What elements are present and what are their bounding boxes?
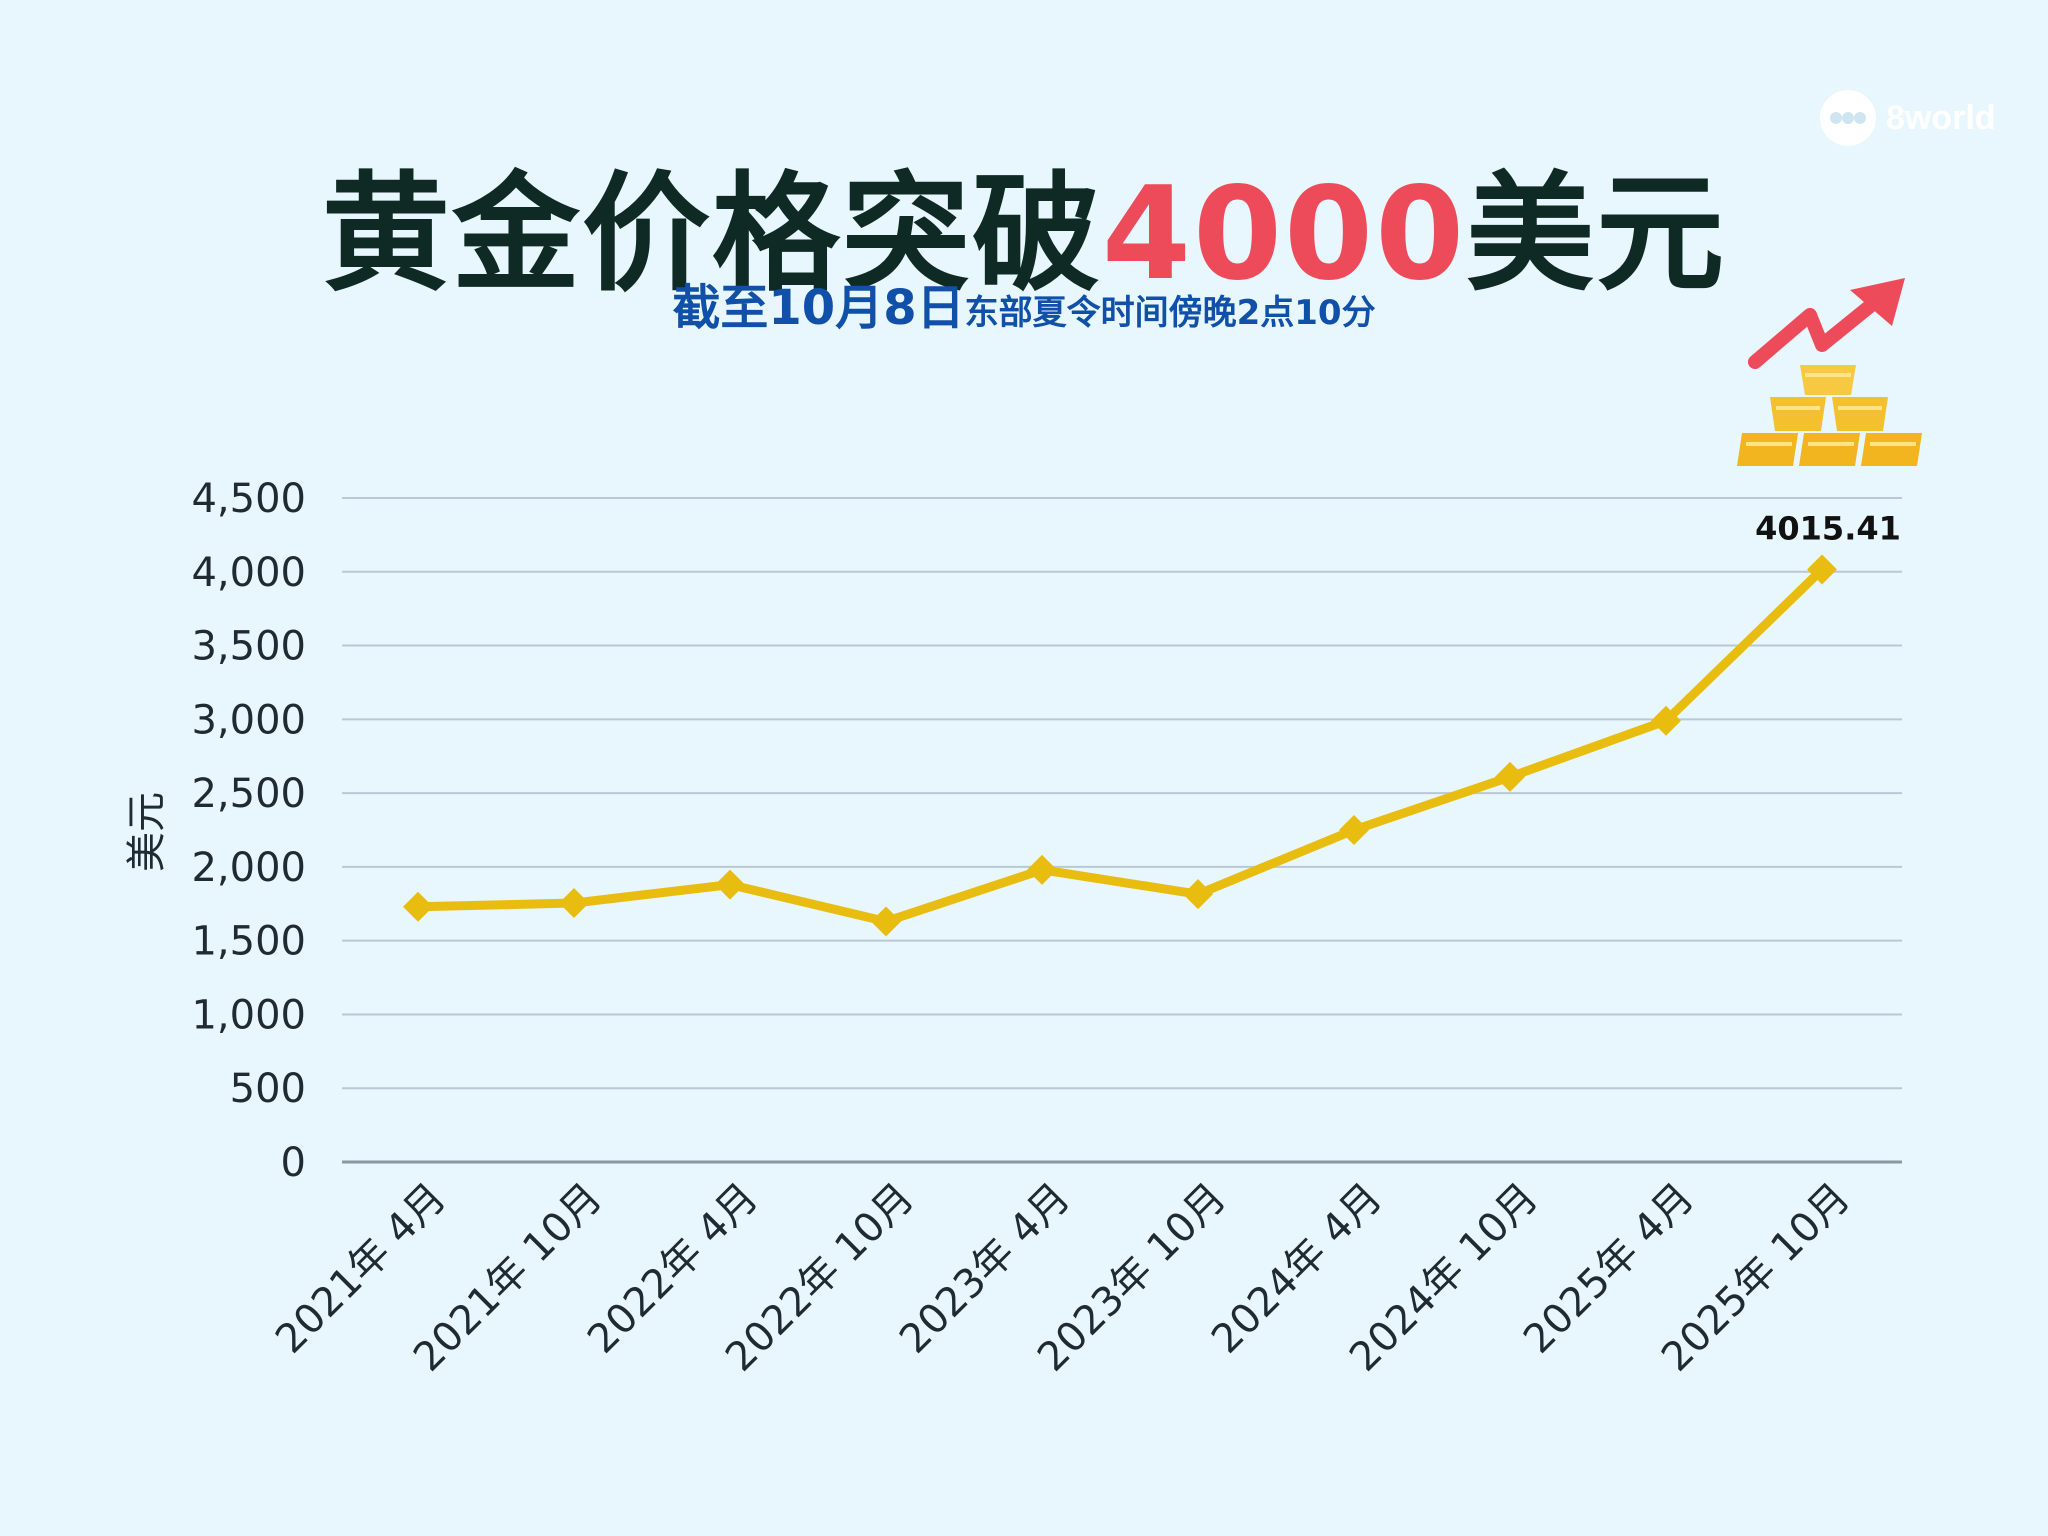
y-tick-label: 500 xyxy=(230,1066,306,1112)
data-point xyxy=(1183,879,1213,910)
series-gold-price xyxy=(403,554,1837,937)
8world-logo-icon xyxy=(1820,90,1876,146)
title-highlight: 4000 xyxy=(1101,160,1467,309)
data-point xyxy=(1807,554,1837,585)
y-tick-label: 3,500 xyxy=(191,624,306,670)
subtitle-date: 截至10月8日 xyxy=(672,280,965,336)
data-point xyxy=(715,869,745,900)
data-point xyxy=(1027,854,1057,885)
data-point xyxy=(871,906,901,937)
y-tick-label: 3,000 xyxy=(191,697,306,743)
y-axis-ticks: 0 500 1,000 1,500 2,000 2,500 3,000 3,500 4,000 4… xyxy=(191,476,306,1186)
data-point xyxy=(1339,815,1369,845)
brand-logo: 8world xyxy=(1820,90,1996,146)
title-prefix: 黄金价格突破 xyxy=(321,160,1102,309)
y-tick-label: 1,500 xyxy=(191,919,306,965)
chart-gridlines xyxy=(342,497,1902,1164)
page-title: 黄金价格突破4000美元 xyxy=(0,130,2048,315)
title-suffix: 美元 xyxy=(1466,160,1727,309)
y-tick-label: 1,000 xyxy=(191,992,306,1038)
gold-bars-icon xyxy=(1737,365,1922,466)
page-subtitle: 截至10月8日东部夏令时间傍晚2点10分 xyxy=(0,268,2048,338)
y-tick-label: 0 xyxy=(281,1140,306,1186)
y-axis-label: 美元 xyxy=(124,792,170,872)
y-tick-label: 4,500 xyxy=(191,476,306,522)
y-tick-label: 4,000 xyxy=(191,550,306,596)
data-label: 4015.41 xyxy=(1755,510,1901,548)
data-point xyxy=(559,888,589,919)
brand-logo-text: 8world xyxy=(1886,98,1996,137)
data-point xyxy=(1651,705,1681,736)
trend-arrow-icon xyxy=(1748,278,1905,369)
y-tick-label: 2,000 xyxy=(191,845,306,891)
data-point xyxy=(403,891,433,922)
series-line xyxy=(413,565,1827,926)
chart-annotations: 4015.41 xyxy=(1755,510,1901,548)
subtitle-time: 东部夏令时间傍晚2点10分 xyxy=(964,293,1376,333)
data-point xyxy=(1495,761,1525,792)
y-tick-label: 2,500 xyxy=(191,771,306,817)
